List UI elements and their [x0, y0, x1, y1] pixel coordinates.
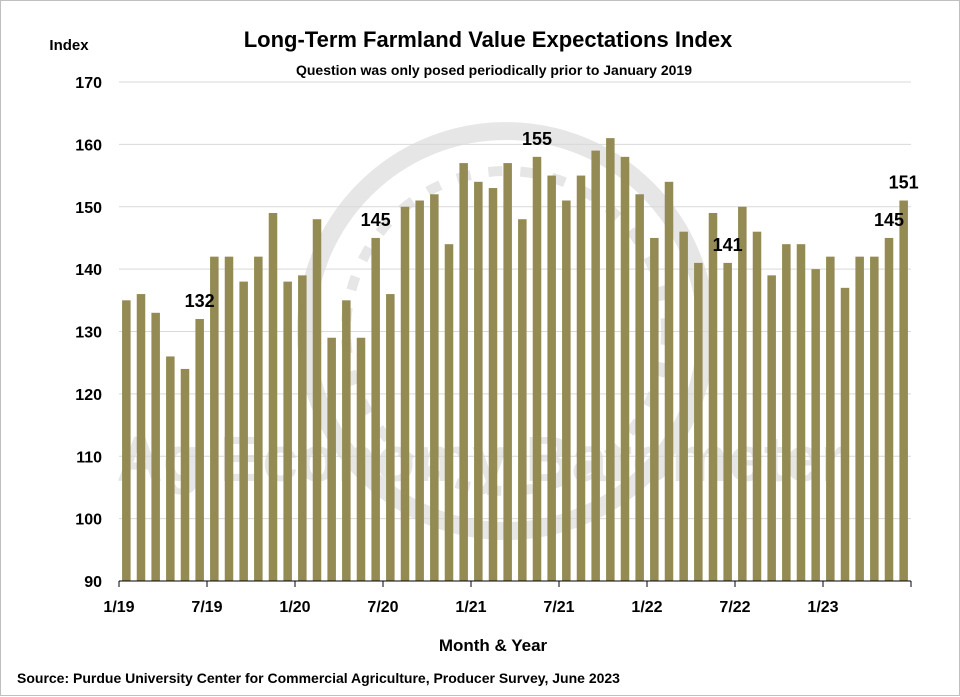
bar-10-19	[254, 256, 263, 581]
bar-1-19	[122, 300, 131, 581]
bar-3-20	[327, 337, 336, 581]
bar-2-19	[136, 294, 146, 581]
bar-10-20	[430, 194, 439, 581]
y-tick-label: 90	[84, 574, 102, 591]
bar-6-21	[547, 175, 556, 581]
bar-12-19	[283, 281, 292, 581]
y-tick-label: 160	[75, 137, 102, 154]
bar-3-21	[503, 163, 512, 581]
bar-4-23	[870, 256, 879, 581]
x-tick-label: 1/19	[103, 599, 134, 616]
y-tick-label: 130	[75, 325, 102, 342]
data-label: 155	[522, 129, 552, 149]
gridlines	[119, 81, 911, 520]
y-tick-label: 170	[75, 75, 102, 92]
bar-4-20	[342, 300, 351, 581]
bar-7-21	[562, 200, 571, 581]
data-labels: 132 145 155 141 145 151	[185, 129, 919, 311]
data-label: 151	[889, 173, 919, 193]
chart-title: Long-Term Farmland Value Expectations In…	[244, 27, 733, 52]
bar-11-21	[620, 156, 630, 581]
bar-2-20	[312, 219, 322, 581]
bar-5-20	[356, 337, 366, 581]
bar-2-23	[840, 287, 850, 581]
bars	[122, 138, 908, 582]
data-label: 145	[874, 210, 904, 230]
x-tick-label: 1/21	[455, 599, 486, 616]
y-tick-label: 100	[75, 512, 102, 529]
y-tick-label: 140	[75, 262, 102, 279]
x-tick-label: 1/22	[631, 599, 662, 616]
x-axis-title: Month & Year	[439, 636, 548, 655]
bar-10-22	[782, 244, 791, 582]
bar-12-21	[635, 194, 644, 581]
bar-7-20	[386, 294, 395, 581]
x-tick-label: 7/21	[543, 599, 574, 616]
bar-3-22	[679, 231, 688, 581]
x-tick-label: 7/20	[367, 599, 398, 616]
x-tick-labels: 1/19 7/19 1/20 7/20 1/21 7/21 1/22 7/22 1/23	[103, 581, 912, 616]
bar-9-19	[239, 281, 248, 581]
bar-11-19	[268, 212, 278, 582]
bar-11-22	[796, 244, 806, 582]
y-tick-label: 120	[75, 387, 102, 404]
bar-6-19	[195, 319, 204, 581]
x-tick-label: 1/23	[807, 599, 838, 616]
bar-9-20	[415, 200, 424, 581]
bar-2-22	[664, 181, 674, 582]
bar-6-23	[899, 200, 908, 581]
bar-8-22	[752, 231, 762, 581]
source-note: Source: Purdue University Center for Com…	[17, 670, 620, 686]
bar-6-20	[371, 237, 380, 581]
bar-5-21	[532, 156, 542, 581]
bar-7-19	[210, 256, 219, 581]
bar-12-22	[811, 269, 820, 581]
data-label: 145	[361, 210, 391, 230]
x-tick-label: 1/20	[279, 599, 310, 616]
y-tick-label: 110	[76, 449, 102, 466]
bar-12-20	[459, 163, 468, 581]
bar-10-21	[606, 138, 615, 581]
bar-7-22	[738, 206, 747, 581]
bar-1-21	[474, 181, 483, 582]
y-tick-label: 150	[75, 200, 102, 217]
bar-3-23	[855, 256, 864, 581]
bar-4-21	[518, 219, 527, 581]
bar-11-20	[444, 244, 454, 582]
bar-8-19	[224, 256, 234, 581]
y-tick-labels: 90 100 110 120 130 140 150 160 170	[75, 75, 102, 591]
bar-5-22	[708, 212, 718, 582]
data-label: 141	[713, 235, 743, 255]
bar-8-21	[576, 175, 586, 581]
bar-5-23	[884, 237, 894, 581]
bar-1-22	[650, 237, 659, 581]
bar-5-19	[180, 368, 190, 581]
x-tick-label: 7/22	[719, 599, 750, 616]
bar-8-20	[400, 206, 410, 581]
bar-3-19	[151, 312, 160, 581]
bar-6-22	[723, 262, 732, 581]
x-tick-label: 7/19	[191, 599, 222, 616]
bar-9-22	[767, 275, 776, 581]
y-axis-title: Index	[49, 37, 89, 54]
bar-2-21	[488, 188, 498, 581]
bar-4-19	[166, 356, 175, 581]
data-label: 132	[185, 291, 215, 311]
bar-1-23	[826, 256, 835, 581]
bar-4-22	[694, 262, 703, 581]
bar-1-20	[298, 275, 307, 581]
bar-9-21	[591, 150, 600, 582]
chart-subtitle: Question was only posed periodically pri…	[296, 62, 692, 78]
